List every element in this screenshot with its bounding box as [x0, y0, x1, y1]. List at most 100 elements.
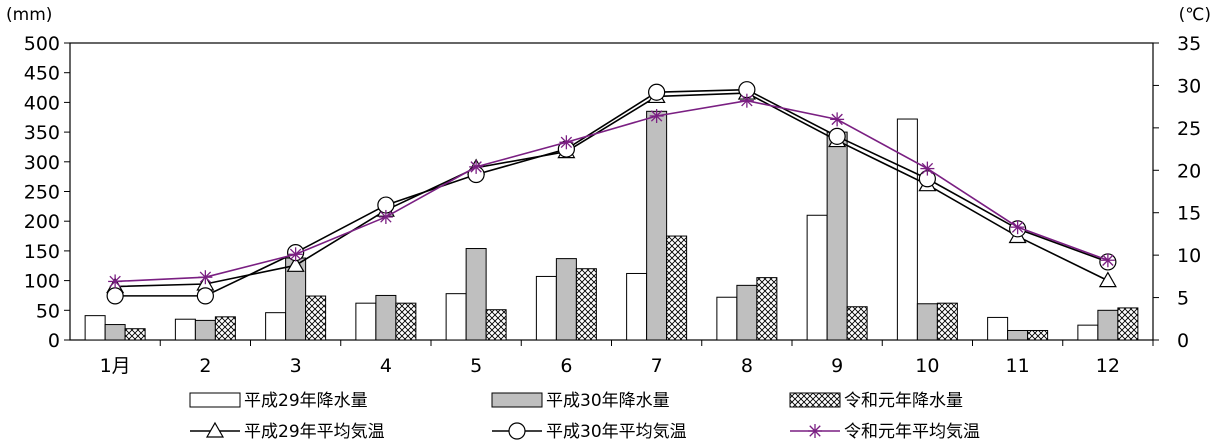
bar-1 — [535, 275, 557, 341]
line-2 — [115, 88, 1109, 297]
bar-3 — [756, 277, 778, 341]
right-tick-label: 0 — [1177, 330, 1189, 352]
left-tick-label: 450 — [24, 63, 60, 85]
left-tick-label: 300 — [24, 152, 60, 174]
right-tick-label: 35 — [1177, 33, 1201, 55]
bar-2 — [826, 131, 848, 341]
bar-2 — [1007, 329, 1029, 341]
bar-2 — [1097, 309, 1119, 341]
line-group — [106, 81, 1117, 305]
bar-1 — [626, 272, 648, 341]
line-legend-2-label: 平成30年平均気温 — [546, 422, 687, 441]
line-3-marker — [920, 161, 935, 176]
right-y-axis: 0 5 10 15 20 25 30 35 (℃) — [1153, 5, 1211, 352]
line-legend-1-marker — [205, 421, 225, 438]
bar-2 — [646, 110, 668, 341]
line-3-marker — [739, 93, 754, 108]
bar-1 — [716, 296, 738, 341]
line-3-marker — [378, 209, 393, 224]
bar-3 — [1117, 307, 1139, 341]
line-3-marker — [469, 159, 484, 174]
bar-2 — [916, 303, 938, 341]
x-tick-label: 4 — [380, 355, 392, 377]
line-3-marker — [1010, 220, 1025, 235]
line-3-marker — [1100, 253, 1115, 268]
right-tick-label: 20 — [1177, 160, 1201, 182]
bar-2 — [736, 284, 758, 341]
right-tick-label: 30 — [1177, 75, 1201, 97]
x-tick-label: 1月 — [100, 355, 131, 377]
bar-legend-3-label: 令和元年降水量 — [844, 391, 963, 411]
x-tick-label: 11 — [1006, 355, 1030, 377]
bar-1 — [896, 118, 918, 341]
bar-3 — [124, 328, 146, 341]
x-tick-label: 5 — [470, 355, 482, 377]
line-3-marker — [288, 247, 303, 262]
line-3 — [115, 99, 1109, 283]
line-legend-2-marker — [508, 422, 526, 440]
line-legend-3-marker — [808, 424, 822, 438]
left-tick-label: 350 — [24, 122, 60, 144]
bar-3 — [1027, 329, 1049, 341]
line-3-marker — [830, 112, 845, 127]
bar-3 — [214, 316, 236, 341]
left-tick-label: 400 — [24, 92, 60, 114]
bar-legend-2-label: 平成30年降水量 — [546, 391, 670, 411]
line-3-marker — [198, 270, 213, 285]
line-1-marker — [286, 256, 305, 272]
x-tick-label: 12 — [1096, 355, 1120, 377]
bar-1 — [1077, 324, 1099, 341]
bar-legend-1-swatch — [189, 392, 241, 408]
x-tick-label: 2 — [199, 355, 211, 377]
left-axis-unit: (mm) — [6, 5, 52, 25]
line-1 — [115, 92, 1109, 288]
bar-3 — [575, 268, 597, 341]
bar-legend-2-swatch — [491, 392, 543, 408]
bar-3 — [936, 302, 958, 341]
right-axis-unit: (℃) — [1179, 5, 1211, 25]
line-legend-3-label: 令和元年平均気温 — [844, 422, 980, 441]
line-3-marker — [649, 108, 664, 123]
bar-3 — [846, 306, 868, 341]
bar-3 — [305, 295, 327, 341]
line-3-marker — [108, 274, 123, 289]
x-tick-label: 7 — [651, 355, 663, 377]
line-2-marker — [648, 83, 666, 101]
x-tick-label: 9 — [831, 355, 843, 377]
bar-2 — [555, 258, 577, 341]
line-2-marker — [106, 287, 124, 305]
left-tick-label: 200 — [24, 211, 60, 233]
x-tick-label: 6 — [560, 355, 572, 377]
x-tick-label: 10 — [915, 355, 939, 377]
line-3-marker — [559, 135, 574, 150]
bar-1 — [355, 302, 377, 341]
line-2-marker — [196, 287, 214, 305]
line-2-marker — [828, 127, 846, 145]
right-tick-label: 25 — [1177, 118, 1201, 140]
left-tick-label: 500 — [24, 33, 60, 55]
bar-3 — [395, 302, 417, 341]
right-tick-label: 15 — [1177, 203, 1201, 225]
bar-1 — [987, 316, 1009, 341]
left-tick-label: 150 — [24, 241, 60, 263]
bar-1 — [174, 318, 196, 341]
bar-3 — [666, 235, 688, 341]
bar-2 — [194, 319, 216, 341]
x-axis: 1月 2 3 4 5 6 7 8 9 10 11 12 — [100, 340, 1154, 377]
plot-frame — [69, 42, 1154, 341]
bar-group — [84, 110, 1139, 341]
left-tick-label: 250 — [24, 182, 60, 204]
x-tick-label: 3 — [290, 355, 302, 377]
bar-2 — [375, 294, 397, 341]
bar-legend-3-swatch — [789, 392, 841, 408]
bar-2 — [104, 324, 126, 341]
left-tick-label: 0 — [48, 330, 60, 352]
line-1-marker — [1098, 271, 1117, 288]
left-tick-label: 50 — [36, 300, 60, 322]
line-legend-1-label: 平成29年平均気温 — [244, 422, 385, 441]
bar-2 — [465, 248, 487, 341]
bar-1 — [84, 315, 106, 341]
bar-3 — [485, 309, 507, 341]
